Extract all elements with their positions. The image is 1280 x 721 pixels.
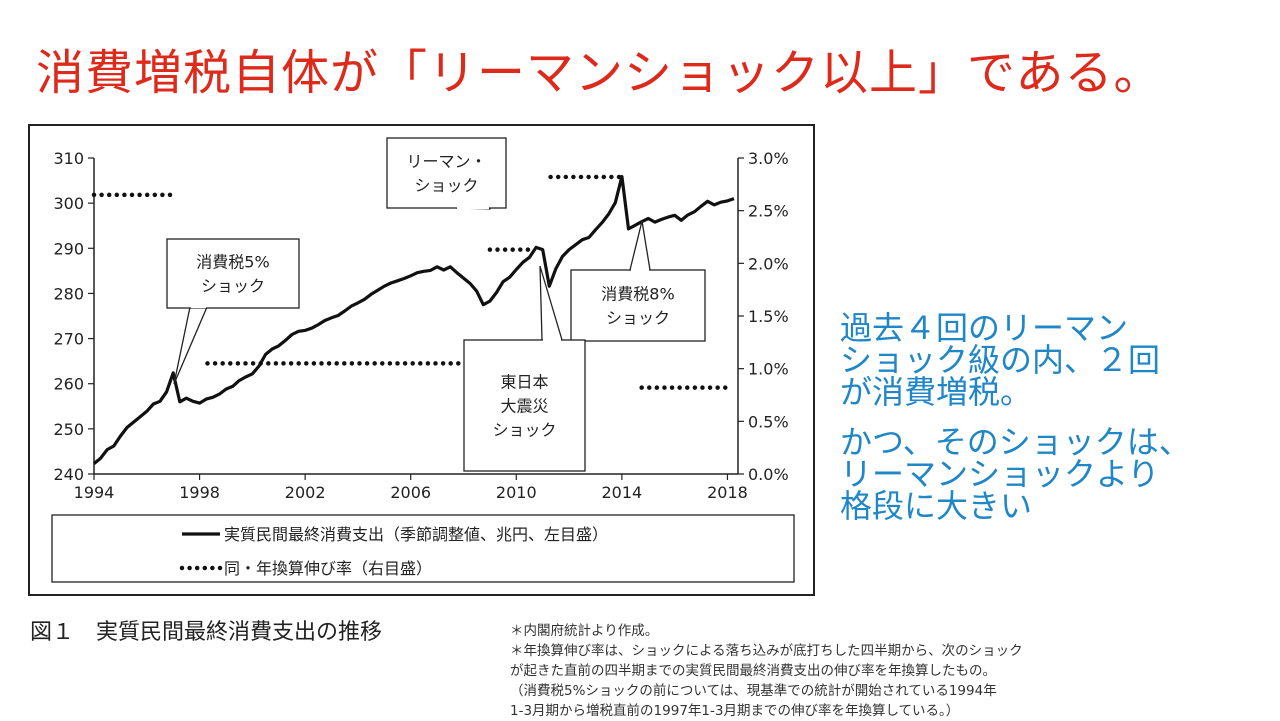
y-left-tick-label: 270 [53, 330, 84, 349]
consumption-line [92, 174, 735, 465]
y-right-tick-label: 0.5% [748, 412, 789, 431]
y-left-tick-label: 310 [53, 149, 84, 168]
legend-label: 同・年換算伸び率（右目盛） [224, 559, 432, 578]
legend: 実質民間最終消費支出（季節調整値、兆円、左目盛） 同・年換算伸び率（右目盛） [51, 514, 795, 583]
figure-note-line: が起きた直前の四半期までの実質民間最終消費支出の伸び率を年換算したもの。 [510, 663, 996, 679]
callout-label: ショック [492, 421, 556, 440]
figure-note-line: ＊内閣府統計より作成。 [510, 623, 659, 639]
callout-label: ショック [414, 176, 478, 195]
x-tick-label: 2010 [496, 483, 537, 502]
legend-box [51, 514, 795, 583]
callout-label: 消費税8% [601, 285, 674, 304]
side-note: 過去４回のリーマン ショック級の内、２回 が消費増税。 かつ、そのショックは、 … [840, 312, 1270, 540]
callout-label: ショック [606, 309, 670, 328]
y-left-tick-label: 260 [53, 375, 84, 394]
y-right-tick-label: 2.5% [748, 202, 789, 221]
y-right-tick-label: 1.0% [748, 360, 789, 379]
figure-notes: ＊内閣府統計より作成。 ＊年換算伸び率は、ショックによる落ち込みが底打ちした四半… [510, 621, 1270, 721]
callout-label: 大震災 [500, 397, 548, 416]
x-tick-label: 2014 [602, 483, 643, 502]
side-note-para-1: 過去４回のリーマン ショック級の内、２回 が消費増税。 [840, 309, 1161, 411]
y-left-tick-label: 280 [53, 284, 84, 303]
callout-pointer [539, 265, 563, 341]
figure-note-line: （消費税5%ショックの前については、現基準での統計が開始されている1994年 [510, 683, 997, 699]
y-right-tick-label: 3.0% [748, 149, 789, 168]
legend-label: 実質民間最終消費支出（季節調整値、兆円、左目盛） [224, 525, 608, 544]
callout-box [570, 269, 706, 342]
y-left-tick-label: 240 [53, 465, 84, 484]
chart-frame: 240 250 260 270 280 290 300 310 0.0% 0.5% 1.0% 1.5%… [28, 124, 815, 596]
consumption-series [92, 174, 735, 465]
x-tick-label: 2002 [285, 483, 326, 502]
y-right-tick-label: 0.0% [748, 465, 789, 484]
figure-caption: 図１ 実質民間最終消費支出の推移 [30, 620, 383, 645]
callout-label: リーマン・ [406, 152, 486, 171]
growth-rate-series [91, 174, 730, 390]
figure-note-line: 1-3月期から増税直前の1997年1-3月期までの伸び率を年換算している。） [510, 703, 960, 719]
y-left-tick-label: 300 [53, 194, 84, 213]
callout: 消費税5% ショック [166, 238, 300, 385]
x-tick-label: 1998 [179, 483, 220, 502]
x-tick-label: 2006 [390, 483, 431, 502]
callout: リーマン・ショック [386, 137, 507, 210]
x-tick-label: 1994 [74, 483, 115, 502]
chart-canvas: 240 250 260 270 280 290 300 310 0.0% 0.5% 1.0% 1.5%… [51, 137, 795, 583]
callout-label: 東日本 [500, 373, 548, 392]
headline: 消費増税自体が「リーマンショック以上」である。 [36, 45, 1163, 101]
callout-pointer [173, 306, 208, 385]
x-tick-label: 2018 [707, 483, 748, 502]
callout-label: 消費税5% [196, 253, 269, 272]
y-right-tick-label: 2.0% [748, 254, 789, 273]
y-left-tick-label: 290 [53, 239, 84, 258]
side-note-para-2: かつ、そのショックは、 リーマンショックより 格段に大きい [840, 423, 1191, 525]
callout-pointer [629, 220, 651, 271]
y-right-tick-label: 1.5% [748, 307, 789, 326]
callout-box [386, 137, 507, 209]
y-left-tick-label: 250 [53, 420, 84, 439]
callout-box [166, 238, 300, 309]
callout-box [463, 339, 586, 472]
callout: 消費税8% ショック [570, 220, 706, 342]
axes: 240 250 260 270 280 290 300 310 0.0% 0.5% 1.0% 1.5%… [53, 149, 788, 502]
figure-note-line: ＊年換算伸び率は、ショックによる落ち込みが底打ちした四半期から、次のショック [510, 643, 1023, 659]
callout-label: ショック [201, 277, 265, 296]
